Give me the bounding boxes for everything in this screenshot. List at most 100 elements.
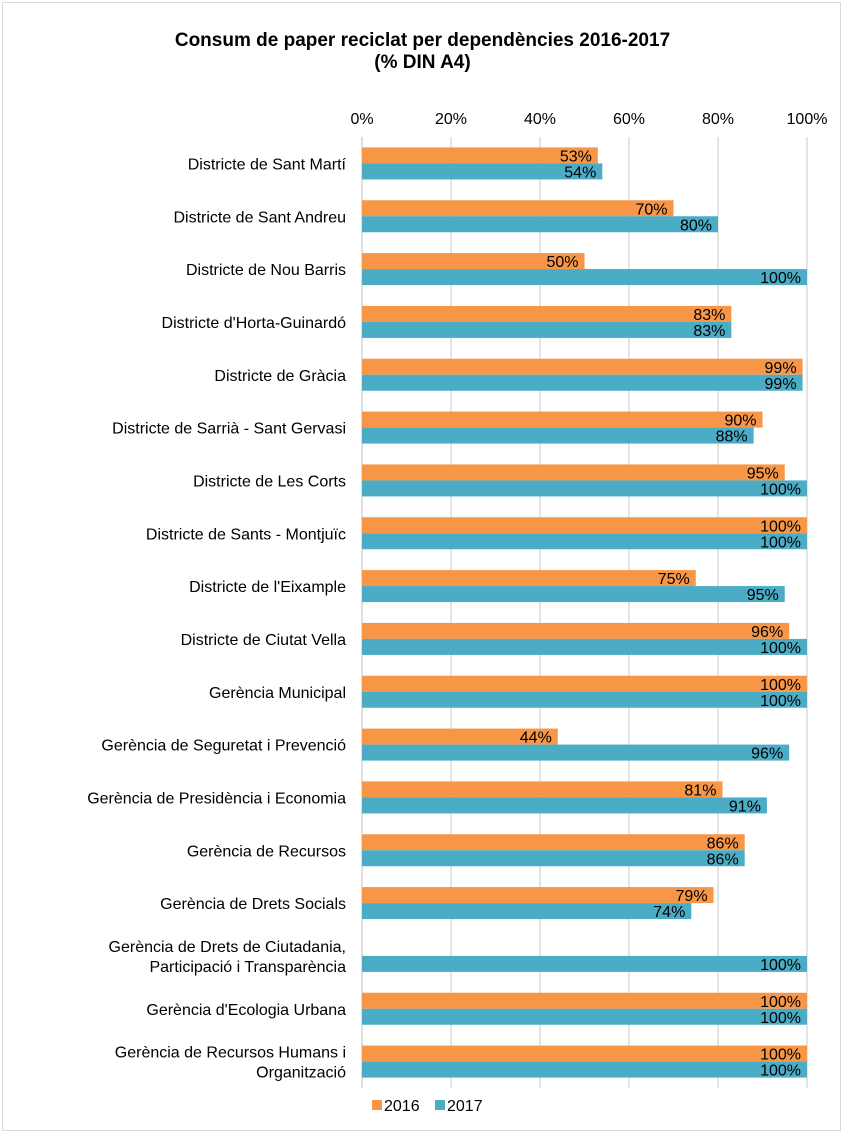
- bar-2016: [362, 781, 723, 798]
- x-tick-label: 60%: [613, 111, 645, 128]
- category-label: Participació i Transparència: [149, 959, 346, 976]
- category-label: Districte de Les Corts: [193, 473, 346, 490]
- data-label-2016: 44%: [520, 730, 552, 747]
- legend-label-2017: 2017: [447, 1098, 483, 1115]
- data-label-2017: 83%: [693, 323, 725, 340]
- bar-2017: [362, 1008, 807, 1025]
- category-label: Gerència Municipal: [209, 685, 346, 702]
- bar-2016: [362, 147, 598, 164]
- bar-2016: [362, 570, 696, 587]
- data-label-2016: 83%: [693, 307, 725, 324]
- bar-2016: [362, 1045, 807, 1062]
- bar-2017: [362, 744, 790, 761]
- data-label-2017: 100%: [760, 270, 801, 287]
- bar-2016: [362, 464, 785, 481]
- category-label: Gerència de Recursos: [187, 843, 346, 860]
- data-label-2017: 91%: [729, 798, 761, 815]
- bar-2017: [362, 269, 807, 286]
- data-label-2017: 99%: [765, 376, 797, 393]
- data-label-2017: 100%: [760, 1010, 801, 1027]
- category-label: Gerència de Presidència i Economia: [87, 790, 346, 807]
- category-label: Districte de Sant Andreu: [173, 209, 346, 226]
- data-label-2016: 100%: [760, 677, 801, 694]
- data-label-2016: 100%: [760, 994, 801, 1011]
- data-label-2017: 88%: [716, 429, 748, 446]
- bar-2017: [362, 1061, 807, 1078]
- bar-2017: [362, 321, 732, 338]
- legend-swatch-2016: [372, 1100, 382, 1110]
- data-label-2017: 100%: [760, 534, 801, 551]
- data-label-2017: 100%: [760, 481, 801, 498]
- data-label-2017: 54%: [564, 164, 596, 181]
- bar-2016: [362, 834, 745, 851]
- x-tick-label: 40%: [524, 111, 556, 128]
- data-label-2016: 95%: [747, 465, 779, 482]
- bar-2016: [362, 622, 790, 639]
- bar-2016: [362, 305, 732, 322]
- category-label: Districte de Ciutat Vella: [181, 632, 347, 649]
- category-label: Gerència de Drets de Ciutadania,: [109, 939, 346, 956]
- category-label: Gerència d'Ecologia Urbana: [146, 1002, 346, 1019]
- data-label-2017: 74%: [653, 904, 685, 921]
- bar-2017: [362, 427, 754, 444]
- data-label-2017: 100%: [760, 1063, 801, 1080]
- data-label-2016: 96%: [751, 624, 783, 641]
- category-label: Districte de Nou Barris: [186, 262, 346, 279]
- data-label-2016: 79%: [676, 888, 708, 905]
- data-label-2016: 75%: [658, 571, 690, 588]
- bar-2016: [362, 200, 674, 217]
- bar-2017: [362, 797, 767, 814]
- bar-2017: [362, 374, 803, 391]
- x-tick-label: 0%: [350, 111, 373, 128]
- data-label-2017: 100%: [760, 957, 801, 974]
- category-label: Districte de Sarrià - Sant Gervasi: [112, 421, 346, 438]
- category-label: Gerència de Recursos Humans i: [115, 1045, 346, 1062]
- chart-title: Consum de paper reciclat per dependèncie…: [174, 30, 671, 51]
- x-tick-label: 100%: [787, 111, 828, 128]
- bar-2017: [362, 638, 807, 655]
- x-tick-label: 20%: [435, 111, 467, 128]
- data-label-2016: 100%: [760, 1047, 801, 1064]
- bar-2017: [362, 533, 807, 550]
- data-label-2017: 80%: [680, 217, 712, 234]
- bar-2017: [362, 850, 745, 867]
- bar-2017: [362, 691, 807, 708]
- data-label-2016: 90%: [724, 413, 756, 430]
- chart-subtitle: (% DIN A4): [374, 52, 471, 73]
- legend-swatch-2017: [435, 1100, 445, 1110]
- legend-label-2016: 2016: [384, 1098, 420, 1115]
- bar-2017: [362, 903, 692, 920]
- data-label-2017: 86%: [707, 851, 739, 868]
- bar-2016: [362, 887, 714, 904]
- data-label-2017: 96%: [751, 746, 783, 763]
- category-label: Districte de l'Eixample: [189, 579, 346, 596]
- x-tick-label: 80%: [702, 111, 734, 128]
- bar-2016: [362, 411, 763, 428]
- data-label-2016: 53%: [560, 148, 592, 165]
- bar-2017: [362, 480, 807, 497]
- bar-2017: [362, 955, 807, 972]
- bar-2016: [362, 253, 585, 270]
- data-label-2017: 100%: [760, 640, 801, 657]
- bar-2017: [362, 586, 785, 603]
- category-label: Districte de Sant Martí: [188, 156, 347, 173]
- data-label-2016: 50%: [546, 254, 578, 271]
- data-label-2016: 70%: [635, 201, 667, 218]
- data-label-2016: 86%: [707, 835, 739, 852]
- bar-2016: [362, 358, 803, 375]
- category-label: Districte de Sants - Montjuïc: [146, 526, 346, 543]
- category-label: Districte d'Horta-Guinardó: [162, 315, 347, 332]
- category-label: Gerència de Seguretat i Prevenció: [101, 738, 346, 755]
- data-label-2016: 99%: [765, 360, 797, 377]
- category-label: Organització: [256, 1065, 346, 1082]
- bar-2016: [362, 517, 807, 534]
- category-label: Gerència de Drets Socials: [160, 896, 346, 913]
- data-label-2017: 100%: [760, 693, 801, 710]
- bar-2016: [362, 675, 807, 692]
- category-label: Districte de Gràcia: [214, 368, 346, 385]
- data-label-2016: 81%: [684, 782, 716, 799]
- bar-2016: [362, 728, 558, 745]
- bar-2017: [362, 163, 603, 180]
- bar-2016: [362, 992, 807, 1009]
